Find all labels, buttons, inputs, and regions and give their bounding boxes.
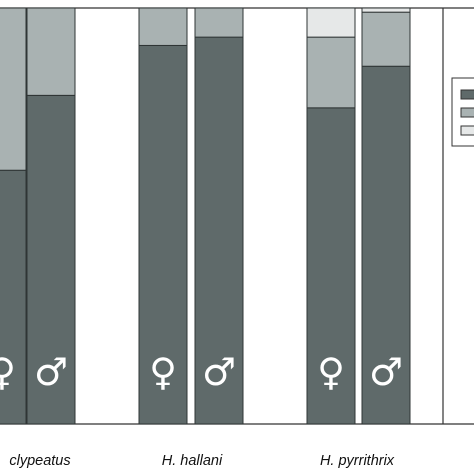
female-symbol-5: ♀ bbox=[317, 350, 345, 394]
bar-segment-2-2 bbox=[26, 7, 76, 96]
female-symbol-3: ♀ bbox=[149, 350, 177, 394]
legend bbox=[451, 77, 474, 147]
bar-segment-6-1 bbox=[361, 65, 411, 425]
bar-segment-4-1 bbox=[194, 36, 244, 425]
legend-swatch-1 bbox=[460, 89, 474, 100]
bar-segment-6-2 bbox=[361, 11, 411, 67]
bar-segment-6-3 bbox=[361, 7, 411, 13]
legend-swatch-3 bbox=[460, 125, 474, 136]
species-labels: clypeatus H. hallani H. pyrrithrix bbox=[9, 453, 394, 469]
female-symbol-1: ♀ bbox=[0, 350, 16, 394]
male-symbol-2: ♂ bbox=[34, 350, 68, 394]
legend-swatch-2 bbox=[460, 107, 474, 118]
male-symbol-6: ♂ bbox=[369, 350, 403, 394]
bar-segment-3-2 bbox=[138, 7, 188, 46]
species-label-1: clypeatus bbox=[9, 453, 70, 469]
species-label-2: H. hallani bbox=[162, 453, 223, 469]
sex-symbols-layer: ♀ ♂ ♀ ♂ ♀ ♂ bbox=[0, 350, 403, 394]
bar-segment-4-2 bbox=[194, 7, 244, 38]
bar-segment-5-2 bbox=[306, 36, 356, 109]
bar-segment-2-1 bbox=[26, 94, 76, 425]
male-symbol-4: ♂ bbox=[202, 350, 236, 394]
species-label-3: H. pyrrithrix bbox=[320, 453, 395, 469]
bar-segment-1-2 bbox=[0, 7, 27, 171]
bar-segment-3-1 bbox=[138, 44, 188, 425]
bars-layer bbox=[0, 7, 411, 425]
bar-segment-5-3 bbox=[306, 7, 356, 38]
bar-segment-1-1 bbox=[0, 169, 27, 425]
